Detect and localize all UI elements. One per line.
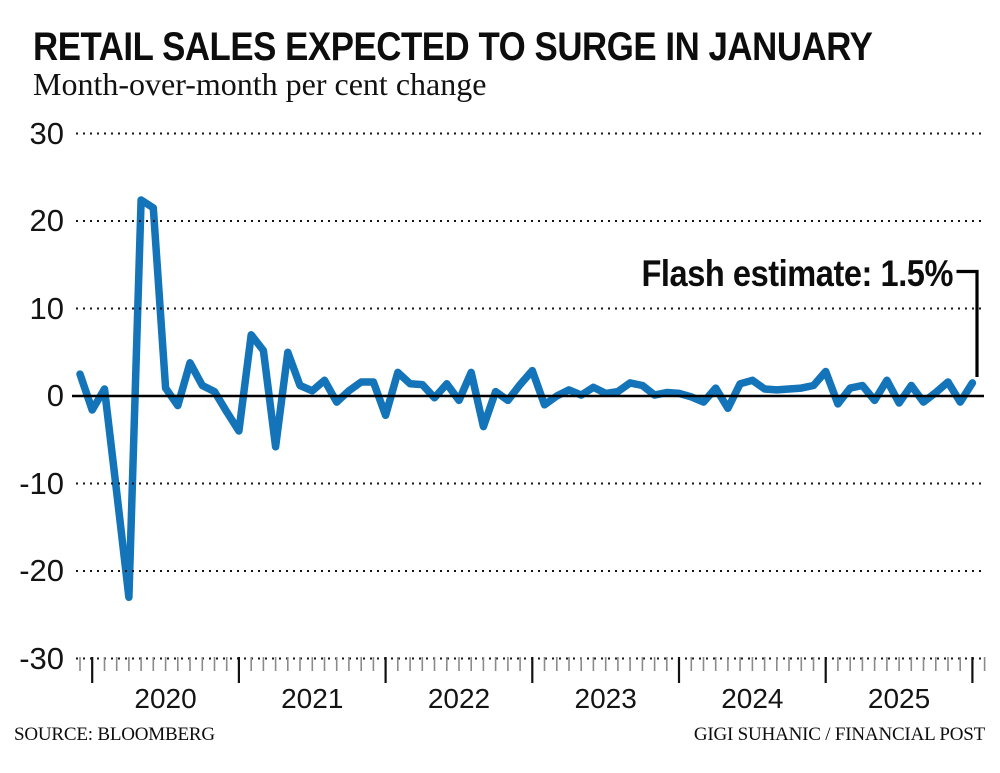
x-axis-year-label-2021: 2021 xyxy=(281,683,344,714)
x-axis-year-label-2022: 2022 xyxy=(427,683,491,714)
y-axis-label-30: 30 xyxy=(29,115,64,151)
chart-title: RETAIL SALES EXPECTED TO SURGE IN JANUAR… xyxy=(33,25,873,69)
retail-sales-line xyxy=(76,196,977,602)
x-axis-year-label-2024: 2024 xyxy=(721,683,784,714)
y-axis-label--10: -10 xyxy=(19,465,64,501)
y-axis-label-0: 0 xyxy=(46,378,64,413)
chart-subtitle: Month-over-month per cent change xyxy=(33,66,487,102)
footer-source: SOURCE: BLOOMBERG xyxy=(14,724,215,745)
y-axis-label--20: -20 xyxy=(19,553,64,588)
annotation-bracket xyxy=(956,269,979,377)
x-axis-year-label-2020: 2020 xyxy=(134,683,197,714)
y-axis-label-20: 20 xyxy=(29,203,64,238)
flash-estimate-annotation: Flash estimate: 1.5% xyxy=(641,253,953,294)
y-axis-label--30: -30 xyxy=(19,640,64,676)
x-axis-year-label-2025: 2025 xyxy=(867,683,931,714)
y-axis-label-10: 10 xyxy=(29,290,64,326)
footer-credit: GIGI SUHANIC / FINANCIAL POST xyxy=(693,724,985,745)
x-axis-year-label-2023: 2023 xyxy=(574,683,637,714)
